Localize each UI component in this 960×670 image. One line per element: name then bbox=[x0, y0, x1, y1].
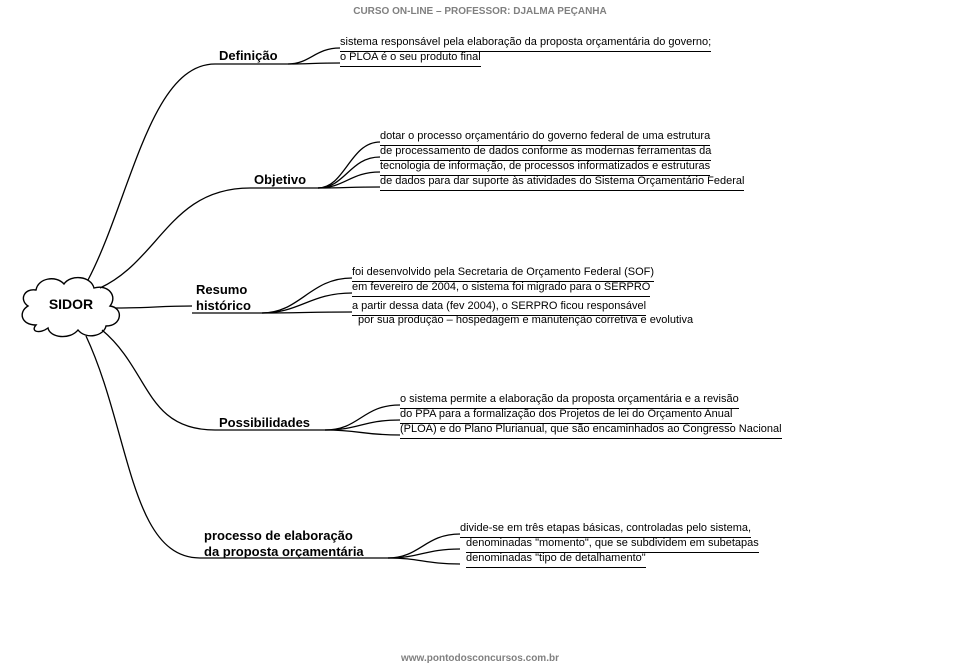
page-footer: www.pontodosconcursos.com.br bbox=[0, 653, 960, 664]
resumo-line-3: por sua produção – hospedagem e manutenç… bbox=[358, 313, 693, 329]
diagram-canvas: CURSO ON-LINE – PROFESSOR: DJALMA PEÇANH… bbox=[0, 0, 960, 670]
possibilidades-line-2: (PLOA) e do Plano Plurianual, que são en… bbox=[400, 422, 782, 439]
central-label: SIDOR bbox=[36, 296, 106, 312]
objetivo-line-3: de dados para dar suporte às atividades … bbox=[380, 174, 744, 191]
branch-label-definicao: Definição bbox=[219, 48, 278, 64]
branch-label-objetivo: Objetivo bbox=[254, 172, 306, 188]
branch-label-resumo: Resumo histórico bbox=[196, 282, 251, 313]
processo-line-2: denominadas "tipo de detalhamento" bbox=[466, 551, 646, 568]
connector-lines bbox=[0, 0, 960, 670]
branch-label-processo: processo de elaboração da proposta orçam… bbox=[204, 528, 364, 559]
branch-label-possibilidades: Possibilidades bbox=[219, 415, 310, 431]
definicao-line-1: o PLOA é o seu produto final bbox=[340, 50, 481, 67]
resumo-line-1: em fevereiro de 2004, o sistema foi migr… bbox=[352, 280, 650, 297]
page-header: CURSO ON-LINE – PROFESSOR: DJALMA PEÇANH… bbox=[0, 6, 960, 17]
